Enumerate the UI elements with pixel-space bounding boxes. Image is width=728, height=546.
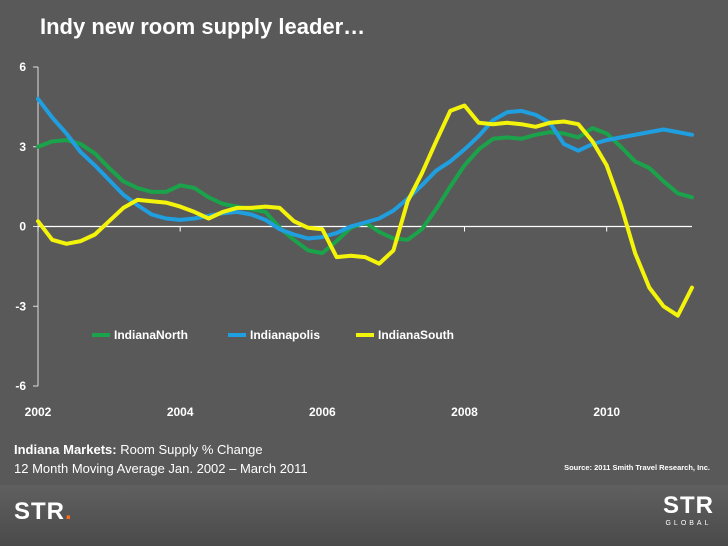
x-tick-label: 2002 bbox=[25, 405, 52, 419]
y-tick-label: -6 bbox=[15, 379, 26, 393]
x-tick-label: 2006 bbox=[309, 405, 336, 419]
y-tick-label: -3 bbox=[15, 299, 26, 313]
footer-bar bbox=[0, 485, 728, 546]
str-logo: STR. bbox=[14, 498, 73, 526]
series-line-indianasouth bbox=[36, 103, 694, 318]
str-global-logo-bottom: GLOBAL bbox=[665, 520, 712, 527]
source-note: Source: 2011 Smith Travel Research, Inc. bbox=[564, 463, 710, 472]
x-tick-label: 2008 bbox=[451, 405, 478, 419]
line-chart: 6 3 0 -3 -6 2002 2004 2006 2008 2010 IndianaNorth I… bbox=[15, 60, 694, 419]
legend-label-indianasouth: IndianaSouth bbox=[378, 328, 454, 342]
str-global-logo-top: STR bbox=[663, 492, 714, 519]
caption-line-1: Indiana Markets: Room Supply % Change bbox=[14, 440, 308, 459]
series-line-indianapolis bbox=[36, 96, 694, 241]
str-logo-dot: . bbox=[65, 498, 73, 525]
y-tick-label: 3 bbox=[19, 140, 26, 154]
str-logo-text: STR bbox=[14, 498, 65, 525]
caption-bold: Indiana Markets: bbox=[14, 442, 117, 457]
y-tick-label: 6 bbox=[19, 60, 26, 74]
caption-line-2: 12 Month Moving Average Jan. 2002 – Marc… bbox=[14, 461, 308, 476]
x-tick-label: 2010 bbox=[593, 405, 620, 419]
chart-caption: Indiana Markets: Room Supply % Change 12… bbox=[14, 440, 308, 478]
x-tick-label: 2004 bbox=[167, 405, 194, 419]
chart-title: Indy new room supply leader… bbox=[40, 14, 366, 39]
legend-label-indiananorth: IndianaNorth bbox=[114, 328, 188, 342]
str-global-logo: STR GLOBAL bbox=[663, 493, 714, 529]
legend-label-indianapolis: Indianapolis bbox=[250, 328, 320, 342]
caption-line-1-text: Room Supply % Change bbox=[116, 442, 263, 457]
y-tick-label: 0 bbox=[19, 220, 26, 234]
